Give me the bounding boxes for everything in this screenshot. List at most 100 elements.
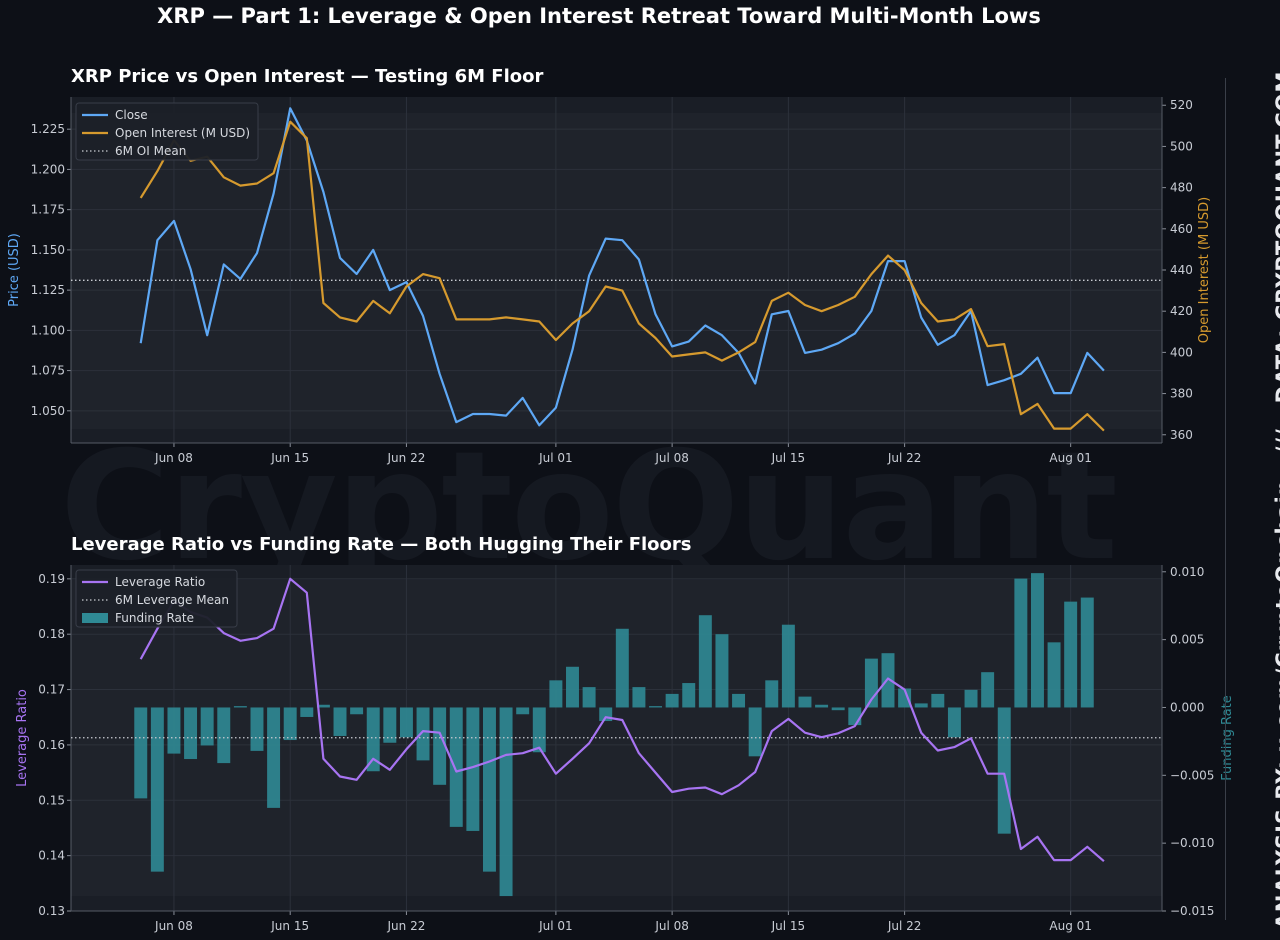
price-oi-legend-label: 6M OI Mean xyxy=(115,144,186,158)
price-oi-y2-tick-label: 500 xyxy=(1170,139,1193,153)
leverage-funding-funding-bar xyxy=(217,707,231,764)
leverage-funding-funding-bar xyxy=(316,704,330,708)
leverage-funding-funding-bar xyxy=(184,707,198,760)
leverage-funding-legend-box xyxy=(75,569,238,628)
leverage-funding-y2-tick-label: 0.000 xyxy=(1170,700,1204,714)
leverage-funding-funding-bar xyxy=(682,683,696,708)
leverage-funding-funding-bar xyxy=(615,628,629,708)
leverage-funding-y-tick-label: 0.17 xyxy=(38,683,65,697)
leverage-funding-x-tick-label: Jul 01 xyxy=(538,919,573,933)
leverage-funding-funding-bar xyxy=(947,707,961,738)
price-oi-legend-label: Open Interest (M USD) xyxy=(115,126,250,140)
leverage-funding-funding-bar xyxy=(433,707,447,785)
leverage-funding-funding-bar xyxy=(582,687,596,708)
leverage-funding-x-tick-label: Jul 22 xyxy=(887,919,922,933)
leverage-funding-funding-bar xyxy=(200,707,214,746)
price-oi-x-tick-label: Jul 15 xyxy=(771,451,806,465)
leverage-funding-y-tick-label: 0.15 xyxy=(38,793,65,807)
price-oi-y-tick-label: 1.175 xyxy=(31,203,65,217)
leverage-funding-funding-bar xyxy=(732,693,746,708)
leverage-funding-funding-bar xyxy=(1064,601,1078,708)
leverage-funding-legend-label: Leverage Ratio xyxy=(115,575,205,589)
leverage-funding-funding-bar xyxy=(383,707,397,743)
leverage-funding-funding-bar xyxy=(416,707,430,761)
price-oi-legend-box xyxy=(75,102,259,161)
price-oi-y2-tick-label: 400 xyxy=(1170,345,1193,359)
price-oi-close-line xyxy=(139,107,1105,427)
price-oi-x-tick-label: Jun 15 xyxy=(270,451,309,465)
price-oi-y-axis-label: Price (USD) xyxy=(7,233,22,307)
price-oi-top-band xyxy=(71,97,1162,113)
price-oi-y-tick-label: 1.125 xyxy=(31,283,65,297)
leverage-funding-y-tick-label: 0.14 xyxy=(38,849,65,863)
price-oi-y-tick-label: 1.225 xyxy=(31,122,65,136)
leverage-funding-bottom-band xyxy=(71,896,1162,911)
leverage-funding-funding-bar xyxy=(333,707,347,736)
leverage-funding-y-axis-label: Leverage Ratio xyxy=(15,689,30,787)
leverage-funding-y2-tick-label: −0.010 xyxy=(1170,836,1214,850)
page-title: XRP — Part 1: Leverage & Open Interest R… xyxy=(157,4,1041,28)
leverage-funding-funding-bar xyxy=(715,634,729,708)
price-oi-legend-label: Close xyxy=(115,108,148,122)
leverage-funding-funding-bar xyxy=(250,707,264,751)
leverage-funding-funding-bar xyxy=(300,707,314,717)
leverage-funding-x-tick-label: Jul 15 xyxy=(771,919,806,933)
price-oi-x-tick-label: Jul 22 xyxy=(887,451,922,465)
leverage-funding-funding-bar xyxy=(549,680,563,708)
leverage-funding-y2-tick-label: 0.005 xyxy=(1170,633,1204,647)
price-oi-y2-tick-label: 480 xyxy=(1170,181,1193,195)
leverage-funding-funding-bar xyxy=(981,672,995,708)
leverage-funding-funding-bar xyxy=(632,687,646,708)
price-oi-y2-tick-label: 440 xyxy=(1170,263,1193,277)
leverage-funding-y-tick-label: 0.16 xyxy=(38,738,65,752)
price-oi-x-tick-label: Aug 01 xyxy=(1049,451,1092,465)
leverage-funding-funding-bar xyxy=(283,707,297,741)
leverage-funding-y-tick-label: 0.19 xyxy=(38,572,65,586)
leverage-funding-funding-bar xyxy=(798,696,812,708)
price-oi-x-tick-label: Jul 08 xyxy=(654,451,689,465)
leverage-funding-funding-bar xyxy=(1080,597,1094,708)
leverage-funding-funding-bar xyxy=(366,707,380,772)
leverage-funding-funding-bar xyxy=(997,707,1011,834)
price-oi-open-interest-m-usd-line xyxy=(139,120,1105,432)
leverage-funding-legend-swatch xyxy=(82,613,108,623)
leverage-funding-funding-bar xyxy=(1014,578,1028,708)
leverage-funding-funding-bar xyxy=(931,693,945,708)
leverage-funding-y2-tick-label: −0.005 xyxy=(1170,768,1214,782)
leverage-funding-y2-axis-label: Funding Rate xyxy=(1220,695,1235,781)
price-oi-y2-tick-label: 520 xyxy=(1170,98,1193,112)
analysis-credit: ANALYSIS BY: x.com/CryptoOnchain xyxy=(1272,479,1280,930)
leverage-funding-funding-bar xyxy=(566,666,579,708)
price-oi-x-tick-label: Jun 22 xyxy=(387,451,426,465)
leverage-funding-funding-bar xyxy=(267,707,281,808)
data-credit: DATA: CRYPTOQUANT.COM xyxy=(1272,70,1280,404)
leverage-funding-funding-bar xyxy=(881,653,895,708)
leverage-funding-funding-bar xyxy=(1030,573,1044,708)
price-oi-bottom-band xyxy=(71,429,1162,443)
leverage-funding-funding-bar xyxy=(765,680,779,708)
leverage-funding-funding-bar xyxy=(499,707,513,897)
leverage-funding-legend-label: Funding Rate xyxy=(115,611,194,625)
leverage-funding-funding-bar xyxy=(649,706,662,708)
price-oi-x-tick-label: Jul 01 xyxy=(538,451,573,465)
top-chart-title: XRP Price vs Open Interest — Testing 6M … xyxy=(71,66,544,87)
leverage-funding-legend-label: 6M Leverage Mean xyxy=(115,593,229,607)
price-oi-y2-axis-label: Open Interest (M USD) xyxy=(1197,197,1212,343)
leverage-funding-funding-bar xyxy=(698,615,712,708)
leverage-funding-x-tick-label: Jun 08 xyxy=(154,919,193,933)
leverage-funding-funding-bar xyxy=(848,707,862,726)
price-oi-y-tick-label: 1.150 xyxy=(31,243,65,257)
leverage-funding-funding-bar xyxy=(532,707,546,753)
leverage-funding-funding-bar xyxy=(898,688,912,708)
leverage-funding-x-tick-label: Jul 08 xyxy=(654,919,689,933)
leverage-funding-leverage-ratio-line xyxy=(139,577,1105,863)
price-oi-y2-tick-label: 420 xyxy=(1170,304,1193,318)
leverage-funding-funding-bar xyxy=(781,624,795,708)
leverage-funding-y-tick-label: 0.13 xyxy=(38,904,65,918)
side-credit: ANALYSIS BY: x.com/CryptoOnchain /// DAT… xyxy=(1272,71,1280,930)
side-divider xyxy=(1225,78,1226,920)
leverage-funding-y-tick-label: 0.18 xyxy=(38,627,65,641)
leverage-funding-y2-tick-label: 0.010 xyxy=(1170,565,1204,579)
price-oi-y-tick-label: 1.050 xyxy=(31,404,65,418)
leverage-funding-funding-bar xyxy=(831,707,845,711)
